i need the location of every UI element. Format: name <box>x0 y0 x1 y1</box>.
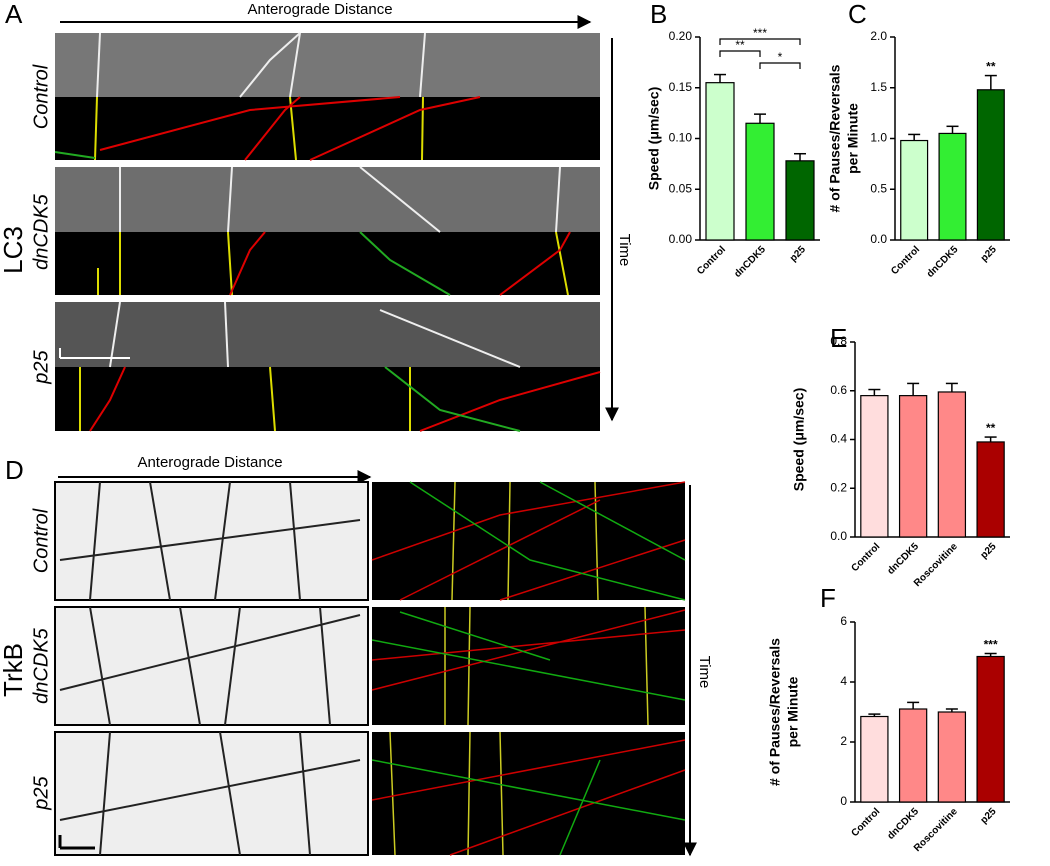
significance-bracket <box>759 62 801 69</box>
y-tick-label: 0.8 <box>830 334 847 348</box>
bar <box>898 395 928 538</box>
condition-label: Control <box>30 508 52 573</box>
panel-letter: D <box>5 455 24 485</box>
condition-label: p25 <box>30 349 52 384</box>
y-tick-label: 0.4 <box>830 432 847 446</box>
kymographs-a <box>54 32 601 432</box>
bar <box>976 89 1005 241</box>
x-tick-label: Control <box>695 244 728 277</box>
y-tick-label: 6 <box>840 614 847 628</box>
x-tick-label: p25 <box>979 244 999 264</box>
bar <box>705 82 735 241</box>
x-tick-label: p25 <box>979 541 999 561</box>
x-tick-label: dnCDK5 <box>732 244 768 280</box>
y-tick-label: 0 <box>840 794 847 808</box>
bar <box>937 391 967 538</box>
y-tick-label: 0.20 <box>669 29 693 43</box>
axis-label: Anterograde Distance <box>247 1 392 18</box>
bar <box>898 708 928 803</box>
x-tick-label: dnCDK5 <box>925 244 961 280</box>
panel-letter: F <box>820 583 836 613</box>
y-tick-label: 2.0 <box>870 29 887 43</box>
bar <box>938 132 967 241</box>
axis-label: Anterograde Distance <box>137 454 282 471</box>
bar <box>900 139 929 241</box>
x-tick-label: p25 <box>788 244 808 264</box>
y-tick-label: 0.10 <box>669 131 693 145</box>
x-tick-label: dnCDK5 <box>885 806 921 842</box>
y-tick-label: 4 <box>840 674 847 688</box>
significance-bracket <box>719 38 801 45</box>
significance-label: * <box>778 50 783 64</box>
significance-label: *** <box>753 26 767 40</box>
y-axis-label: Speed (μm/sec) <box>646 87 662 191</box>
y-tick-label: 1.5 <box>870 80 887 94</box>
bar <box>976 655 1005 803</box>
condition-label: dnCDK5 <box>30 627 52 703</box>
bar <box>745 122 775 241</box>
y-axis-label: # of Pauses/Reversals <box>827 64 843 212</box>
significance-label: ** <box>986 421 996 435</box>
bar <box>976 441 1005 538</box>
y-axis-label: per Minute <box>785 676 801 747</box>
significance-label: ** <box>735 38 745 52</box>
y-tick-label: 0.0 <box>870 232 887 246</box>
significance-label: ** <box>986 60 996 74</box>
y-tick-label: 0.0 <box>830 529 847 543</box>
bar <box>860 715 889 803</box>
condition-label: Control <box>30 64 52 129</box>
x-tick-label: Control <box>849 541 882 574</box>
significance-label: *** <box>984 638 998 652</box>
x-tick-label: Control <box>889 244 922 277</box>
bar <box>860 395 889 538</box>
y-tick-label: 0.15 <box>669 80 693 94</box>
y-tick-label: 0.6 <box>830 383 847 397</box>
panel-letter: E <box>830 323 847 353</box>
condition-label: dnCDK5 <box>30 193 52 269</box>
time-label: Time <box>696 656 713 689</box>
y-tick-label: 0.00 <box>669 232 693 246</box>
bar <box>937 711 967 803</box>
y-axis-label: per Minute <box>845 103 861 174</box>
y-tick-label: 0.2 <box>830 480 847 494</box>
x-tick-label: Control <box>849 806 882 839</box>
marker-label: TrkB <box>0 643 28 697</box>
panel-letter: C <box>848 0 867 29</box>
kymographs-d <box>54 481 686 856</box>
marker-label: LC3 <box>0 226 28 274</box>
y-tick-label: 2 <box>840 734 847 748</box>
x-tick-label: dnCDK5 <box>885 541 921 577</box>
significance-bracket <box>719 50 761 57</box>
panel-letter: A <box>5 0 23 29</box>
y-tick-label: 1.0 <box>870 131 887 145</box>
y-axis-label: # of Pauses/Reversals <box>767 638 783 786</box>
panel-letter: B <box>650 0 667 29</box>
y-tick-label: 0.05 <box>669 181 693 195</box>
time-label: Time <box>616 234 633 267</box>
y-tick-label: 0.5 <box>870 181 887 195</box>
y-axis-label: Speed (μm/sec) <box>791 388 807 492</box>
condition-label: p25 <box>30 775 52 810</box>
x-tick-label: p25 <box>979 806 999 826</box>
bar <box>785 160 815 241</box>
